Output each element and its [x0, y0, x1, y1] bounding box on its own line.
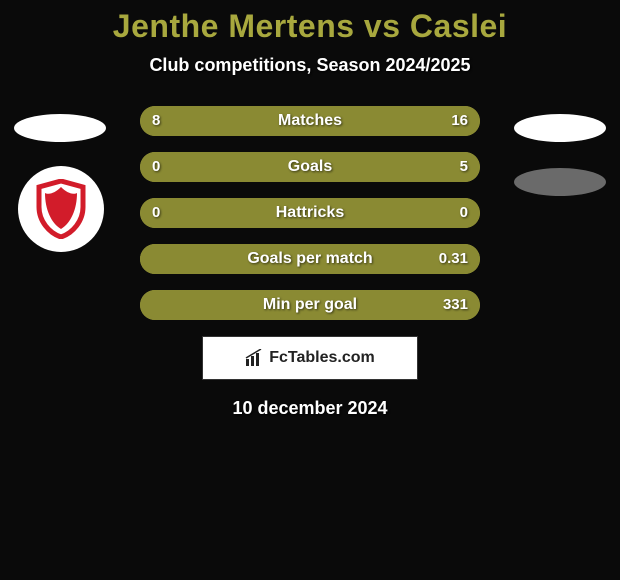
page-title: Jenthe Mertens vs Caslei	[0, 8, 620, 45]
chart-icon	[245, 349, 263, 367]
stat-label: Hattricks	[140, 198, 480, 228]
stat-label: Goals per match	[140, 244, 480, 274]
stat-value-right: 5	[460, 152, 468, 182]
infographic-root: Jenthe Mertens vs Caslei Club competitio…	[0, 0, 620, 419]
stat-label: Matches	[140, 106, 480, 136]
comparison-bars: 8Matches160Goals50Hattricks0Goals per ma…	[140, 106, 480, 320]
stat-value-right: 0.31	[439, 244, 468, 274]
footer-date: 10 december 2024	[0, 398, 620, 419]
brand-text: FcTables.com	[269, 349, 375, 367]
shield-icon	[35, 179, 87, 239]
player-right-avatar	[514, 114, 606, 142]
stat-bar: 0Goals5	[140, 152, 480, 182]
club-badge	[18, 166, 104, 252]
stats-area: 8Matches160Goals50Hattricks0Goals per ma…	[0, 106, 620, 320]
stat-bar: 0Hattricks0	[140, 198, 480, 228]
stat-value-right: 331	[443, 290, 468, 320]
stat-value-right: 0	[460, 198, 468, 228]
stat-label: Min per goal	[140, 290, 480, 320]
stat-bar: 8Matches16	[140, 106, 480, 136]
stat-label: Goals	[140, 152, 480, 182]
page-subtitle: Club competitions, Season 2024/2025	[0, 55, 620, 76]
brand-badge: FcTables.com	[202, 336, 418, 380]
stat-bar: Min per goal331	[140, 290, 480, 320]
player-left-avatar	[14, 114, 106, 142]
player-right-avatar-secondary	[514, 168, 606, 196]
stat-bar: Goals per match0.31	[140, 244, 480, 274]
stat-value-right: 16	[451, 106, 468, 136]
